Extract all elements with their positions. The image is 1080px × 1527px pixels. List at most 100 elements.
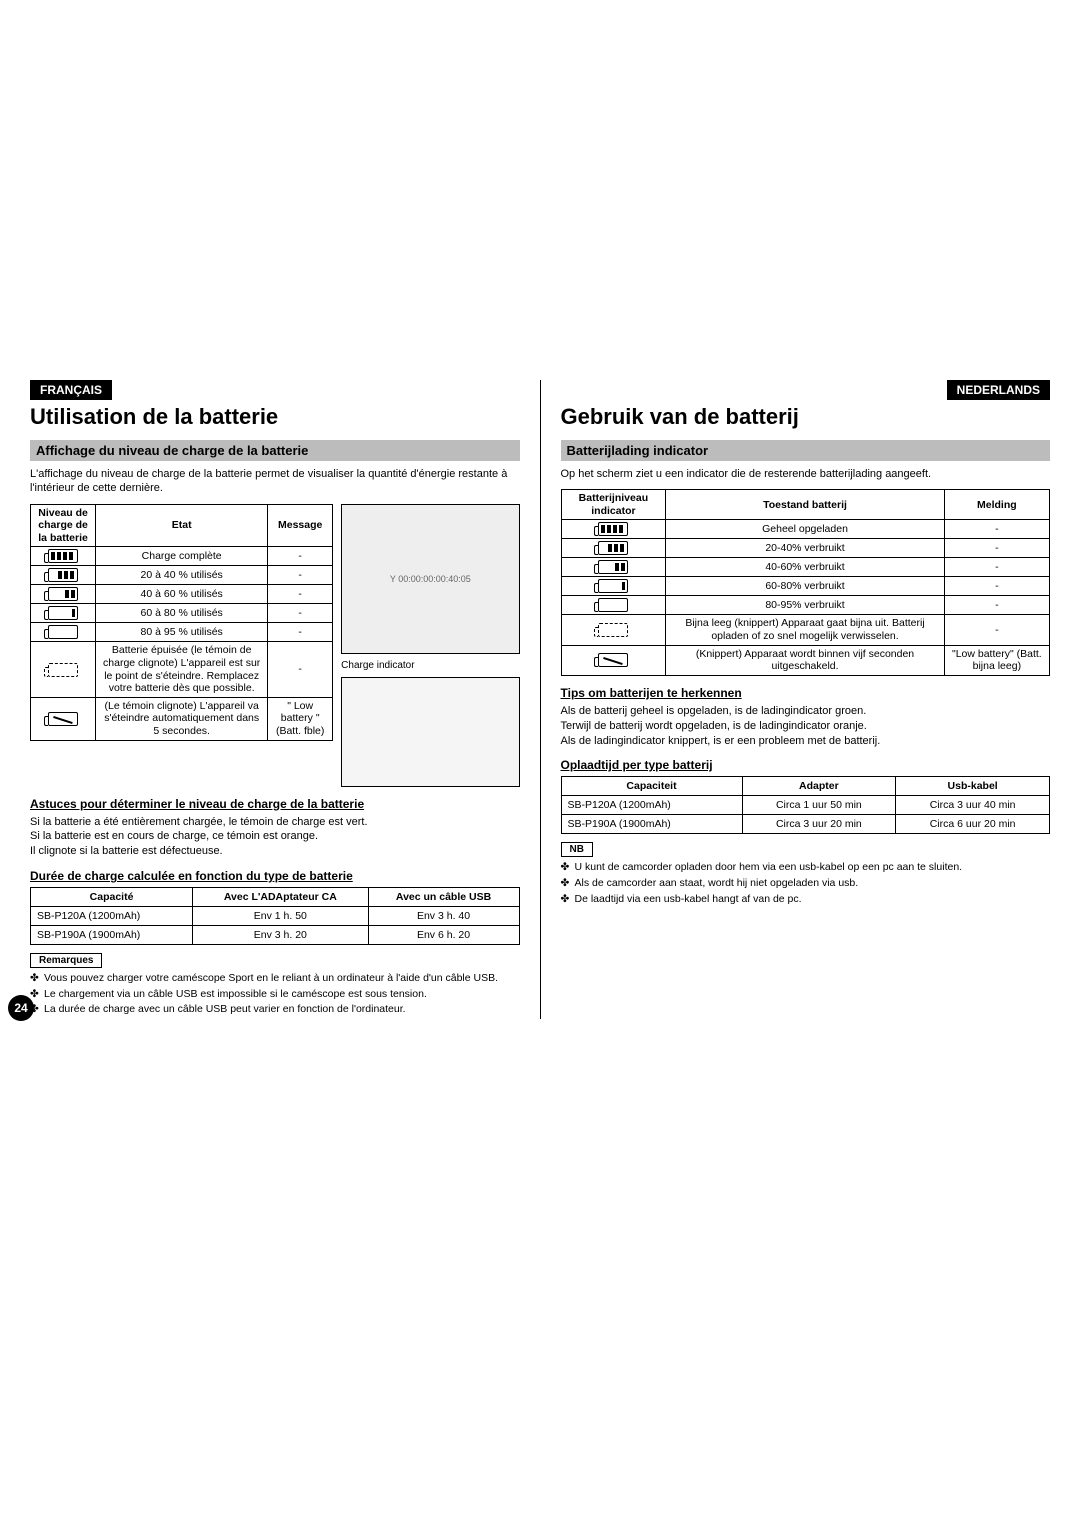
note-item: Als de camcorder aan staat, wordt hij ni… — [575, 877, 1051, 891]
title-nl: Gebruik van de batterij — [561, 404, 1051, 430]
table-row: 60-80% verbruikt - — [561, 577, 1050, 596]
table-row: SB-P190A (1900mAh) Circa 3 uur 20 min Ci… — [561, 815, 1050, 834]
duration-heading-nl: Oplaadtijd per type batterij — [561, 758, 1051, 772]
battery-3-icon — [48, 568, 78, 582]
th-cap: Capaciteit — [561, 777, 742, 796]
th-msg: Melding — [944, 490, 1049, 520]
battery-table-nl: Batterijniveau indicator Toestand batter… — [561, 489, 1051, 676]
cell: Env 6 h. 20 — [368, 926, 519, 945]
cell: Circa 1 uur 50 min — [742, 796, 896, 815]
table-row: Geheel opgeladen - — [561, 520, 1050, 539]
cell-state: (Le témoin clignote) L'appareil va s'éte… — [96, 697, 268, 740]
note-item: U kunt de camcorder opladen door hem via… — [575, 861, 1051, 875]
table-row: 40-60% verbruikt - — [561, 558, 1050, 577]
cell: SB-P120A (1200mAh) — [31, 907, 193, 926]
charge-table-nl: Capaciteit Adapter Usb-kabel SB-P120A (1… — [561, 776, 1051, 834]
cell-state: Geheel opgeladen — [666, 520, 944, 539]
battery-blinking-icon — [598, 623, 628, 637]
cell: Env 1 h. 50 — [193, 907, 369, 926]
note-item: Le chargement via un câble USB est impos… — [44, 988, 520, 1002]
table-row: 80-95% verbruikt - — [561, 596, 1050, 615]
charge-table-fr: Capacité Avec L'ADAptateur CA Avec un câ… — [30, 887, 520, 945]
section-heading-nl: Batterijlading indicator — [561, 440, 1051, 461]
cell-state: 80-95% verbruikt — [666, 596, 944, 615]
cell-state: 40-60% verbruikt — [666, 558, 944, 577]
table-row: SB-P120A (1200mAh) Env 1 h. 50 Env 3 h. … — [31, 907, 520, 926]
cell-state: 20 à 40 % utilisés — [96, 566, 268, 585]
cell: SB-P120A (1200mAh) — [561, 796, 742, 815]
cell-state: (Knippert) Apparaat wordt binnen vijf se… — [666, 645, 944, 675]
th-usb: Usb-kabel — [896, 777, 1050, 796]
illustration-column: Y 00:00:00:00:40:05 Charge indicator — [341, 504, 519, 787]
battery-empty-icon — [598, 598, 628, 612]
cell-state: 60-80% verbruikt — [666, 577, 944, 596]
lang-tag-fr: FRANÇAIS — [30, 380, 112, 400]
cell-msg: - — [944, 577, 1049, 596]
battery-1-icon — [598, 579, 628, 593]
battery-3-icon — [598, 541, 628, 555]
table-row: (Knippert) Apparaat wordt binnen vijf se… — [561, 645, 1050, 675]
battery-dead-icon — [598, 653, 628, 667]
notes-list-nl: U kunt de camcorder opladen door hem via… — [561, 861, 1051, 906]
battery-2-icon — [598, 560, 628, 574]
tips-heading-fr: Astuces pour déterminer le niveau de cha… — [30, 797, 520, 811]
th-state: Etat — [96, 504, 268, 547]
battery-dead-icon — [48, 712, 78, 726]
battery-2-icon — [48, 587, 78, 601]
cell: Env 3 h. 20 — [193, 926, 369, 945]
intro-fr: L'affichage du niveau de charge de la ba… — [30, 467, 520, 496]
cell-msg: " Low battery " (Batt. fble) — [268, 697, 333, 740]
cell-state: 80 à 95 % utilisés — [96, 623, 268, 642]
notes-label-fr: Remarques — [30, 953, 102, 968]
th-level: Niveau de charge de la batterie — [31, 504, 96, 547]
battery-empty-icon — [48, 625, 78, 639]
cell-msg: - — [268, 566, 333, 585]
table-row: SB-P120A (1200mAh) Circa 1 uur 50 min Ci… — [561, 796, 1050, 815]
cell-msg: - — [268, 642, 333, 697]
cell-msg: - — [944, 520, 1049, 539]
cell: Circa 6 uur 20 min — [896, 815, 1050, 834]
note-item: De laadtijd via een usb-kabel hangt af v… — [575, 893, 1051, 907]
cell-msg: - — [944, 615, 1049, 645]
notes-list-fr: Vous pouvez charger votre caméscope Spor… — [30, 972, 520, 1017]
tips-body-nl: Als de batterij geheel is opgeladen, is … — [561, 704, 1051, 749]
cell-msg: - — [944, 558, 1049, 577]
th-level: Batterijniveau indicator — [561, 490, 666, 520]
cell-msg: - — [268, 604, 333, 623]
th-state: Toestand batterij — [666, 490, 944, 520]
table-row: 80 à 95 % utilisés - — [31, 623, 333, 642]
page-number: 24 — [8, 995, 34, 1021]
section-heading-fr: Affichage du niveau de charge de la batt… — [30, 440, 520, 461]
title-fr: Utilisation de la batterie — [30, 404, 520, 430]
cell-state: 60 à 80 % utilisés — [96, 604, 268, 623]
th-cap: Capacité — [31, 888, 193, 907]
cell-msg: "Low battery" (Batt. bijna leeg) — [944, 645, 1049, 675]
note-item: Vous pouvez charger votre caméscope Spor… — [44, 972, 520, 986]
table-row: SB-P190A (1900mAh) Env 3 h. 20 Env 6 h. … — [31, 926, 520, 945]
cell: Env 3 h. 40 — [368, 907, 519, 926]
cell-msg: - — [944, 539, 1049, 558]
cell: SB-P190A (1900mAh) — [561, 815, 742, 834]
th-usb: Avec un câble USB — [368, 888, 519, 907]
duration-heading-fr: Durée de charge calculée en fonction du … — [30, 869, 520, 883]
cell-state: Charge complète — [96, 547, 268, 566]
battery-table-fr: Niveau de charge de la batterie Etat Mes… — [30, 504, 333, 741]
note-item: La durée de charge avec un câble USB peu… — [44, 1003, 520, 1017]
table-row: 40 à 60 % utilisés - — [31, 585, 333, 604]
cell-msg: - — [268, 585, 333, 604]
tips-heading-nl: Tips om batterijen te herkennen — [561, 686, 1051, 700]
battery-1-icon — [48, 606, 78, 620]
table-row: 20-40% verbruikt - — [561, 539, 1050, 558]
tips-body-fr: Si la batterie a été entièrement chargée… — [30, 815, 520, 860]
cell-msg: - — [268, 623, 333, 642]
table-row: Charge complète - — [31, 547, 333, 566]
column-divider — [540, 380, 541, 1019]
table-row: (Le témoin clignote) L'appareil va s'éte… — [31, 697, 333, 740]
cell-state: 40 à 60 % utilisés — [96, 585, 268, 604]
table-row: 20 à 40 % utilisés - — [31, 566, 333, 585]
battery-blinking-icon — [48, 663, 78, 677]
intro-nl: Op het scherm ziet u een indicator die d… — [561, 467, 1051, 481]
cell-msg: - — [268, 547, 333, 566]
camcorder-diagram — [341, 677, 519, 787]
lang-tag-nl: NEDERLANDS — [947, 380, 1050, 400]
